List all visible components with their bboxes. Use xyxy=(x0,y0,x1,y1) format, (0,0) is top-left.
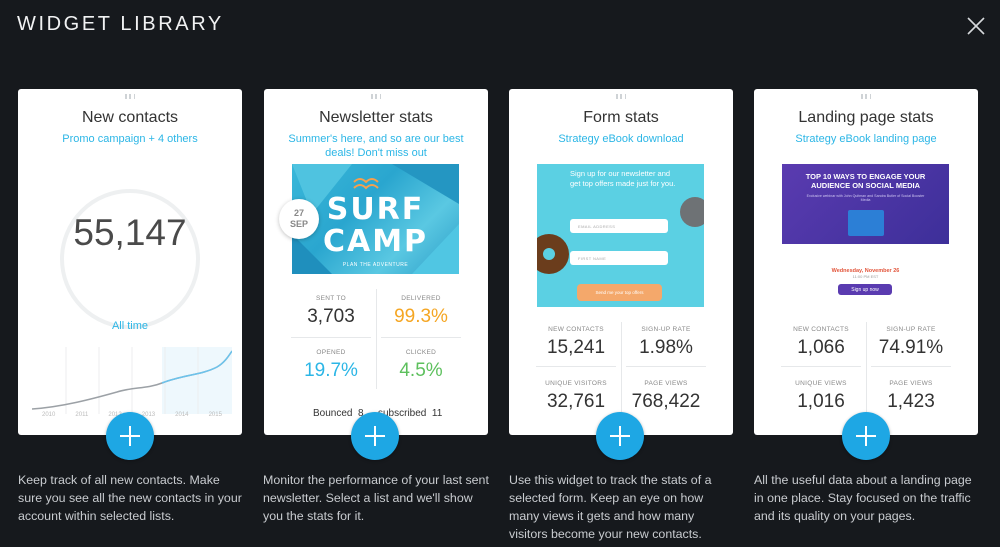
card-title: Form stats xyxy=(583,109,659,126)
bounced-label: Bounced xyxy=(313,408,353,419)
widget-card-newsletter-stats[interactable]: Newsletter stats Summer's here, and so a… xyxy=(264,89,488,435)
device-illustration xyxy=(848,210,884,236)
stat-opened: OPENED 19.7% xyxy=(304,349,358,381)
form-submit-button: Send me your top offers xyxy=(577,284,662,301)
form-email-field: EMAIL ADDRESS xyxy=(570,219,668,233)
year-tick: 2013 xyxy=(141,412,156,418)
stat-sign-up-rate: SIGN-UP RATE 74.91% xyxy=(878,326,944,358)
period-label: All time xyxy=(111,320,149,332)
landing-page-preview-image: TOP 10 WAYS TO ENGAGE YOUR AUDIENCE ON S… xyxy=(782,164,949,301)
year-tick: 2010 xyxy=(42,412,56,418)
stat-page-views: PAGE VIEWS 1,423 xyxy=(887,380,935,412)
form-name-field: FIRST NAME xyxy=(570,251,668,265)
stat-new-contacts: NEW CONTACTS 15,241 xyxy=(546,326,606,358)
add-widget-button[interactable] xyxy=(842,412,890,460)
card-title: Newsletter stats xyxy=(319,109,433,126)
landing-page-cta-button: Sign up now xyxy=(838,284,892,295)
drag-handle-icon[interactable] xyxy=(371,94,381,99)
card-subtitle: Summer's here, and so are our best deals… xyxy=(288,133,464,159)
landing-page-date: Wednesday, November 26 11:00 PM EST xyxy=(831,268,900,279)
widget-description: Keep track of all new contacts. Make sur… xyxy=(18,473,242,523)
bounced-value: 8 xyxy=(358,408,364,419)
card-subtitle: Strategy eBook download xyxy=(558,133,684,145)
unsubscribed-value: 11 xyxy=(431,408,443,419)
card-subtitle: Promo campaign + 4 others xyxy=(62,133,198,145)
form-preview-image: Sign up for our newsletter and get top o… xyxy=(537,164,704,307)
year-tick: 2012 xyxy=(108,412,122,418)
year-tick: 2015 xyxy=(208,412,222,418)
stat-clicked: CLICKED 4.5% xyxy=(399,349,443,381)
cup-illustration xyxy=(680,197,704,227)
surf-tagline: PLAN THE ADVENTURE xyxy=(342,262,409,268)
form-headline: Sign up for our newsletter and get top o… xyxy=(570,169,676,188)
stat-unique-views: UNIQUE VIEWS 1,016 xyxy=(795,380,847,412)
stat-sign-up-rate: SIGN-UP RATE 1.98% xyxy=(639,326,693,358)
send-date-badge: 27 SEP xyxy=(279,199,319,239)
add-widget-button[interactable] xyxy=(106,412,154,460)
surf-headline: SURF xyxy=(326,192,425,227)
donut-illustration xyxy=(537,234,569,274)
stat-sent-to: SENT TO 3,703 xyxy=(307,295,355,327)
card-title: New contacts xyxy=(81,109,179,126)
bounced-stat: Bounced 8 xyxy=(313,408,364,419)
unsubscribed-stat: subscribed 11 xyxy=(378,408,442,419)
stat-delivered: DELIVERED 99.3% xyxy=(394,295,448,327)
unsubscribed-label: subscribed xyxy=(378,408,427,419)
year-tick: 2011 xyxy=(75,412,89,418)
add-widget-button[interactable] xyxy=(596,412,644,460)
total-contacts-value: 55,147 xyxy=(73,212,187,253)
widget-description: Use this widget to track the stats of a … xyxy=(509,473,712,541)
contacts-trend-chart xyxy=(32,347,232,414)
drag-handle-icon[interactable] xyxy=(125,94,135,99)
drag-handle-icon[interactable] xyxy=(616,94,626,99)
add-widget-button[interactable] xyxy=(351,412,399,460)
year-axis: 2010 2011 2012 2013 2014 2015 xyxy=(42,412,222,418)
widget-description: Monitor the performance of your last sen… xyxy=(263,473,489,523)
widget-description: All the useful data about a landing page… xyxy=(754,473,972,523)
stat-new-contacts: NEW CONTACTS 1,066 xyxy=(793,326,849,358)
card-subtitle: Strategy eBook landing page xyxy=(795,133,937,145)
newsletter-preview-image: SURF CAMP PLAN THE ADVENTURE xyxy=(292,164,459,274)
widget-card-new-contacts[interactable]: New contacts Promo campaign + 4 others 5… xyxy=(18,89,242,435)
send-day: 27 xyxy=(293,208,304,218)
year-tick: 2014 xyxy=(175,412,189,418)
page-title: WIDGET LIBRARY xyxy=(17,13,224,35)
camp-headline: CAMP xyxy=(322,224,429,259)
widget-card-form-stats[interactable]: Form stats Strategy eBook download Sign … xyxy=(509,89,733,435)
stat-unique-visitors: UNIQUE VISITORS 32,761 xyxy=(545,380,607,412)
card-title: Landing page stats xyxy=(798,109,934,126)
close-icon[interactable] xyxy=(965,15,987,37)
send-month: SEP xyxy=(289,219,308,229)
drag-handle-icon[interactable] xyxy=(861,94,871,99)
total-ring xyxy=(60,189,200,329)
landing-page-small-text: Exclusive webinar with John Quitman and … xyxy=(806,194,925,202)
landing-page-headline: TOP 10 WAYS TO ENGAGE YOUR AUDIENCE ON S… xyxy=(805,172,926,190)
widget-card-landing-page-stats[interactable]: Landing page stats Strategy eBook landin… xyxy=(754,89,978,435)
stat-page-views: PAGE VIEWS 768,422 xyxy=(631,380,701,412)
